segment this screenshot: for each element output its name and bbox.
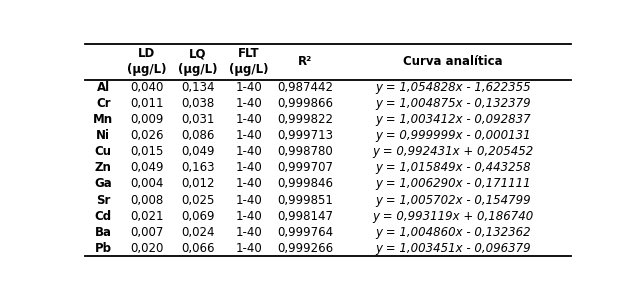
Text: R²: R² bbox=[298, 55, 312, 68]
Text: 1-40: 1-40 bbox=[236, 113, 262, 126]
Text: 0,999266: 0,999266 bbox=[277, 242, 333, 255]
Text: 1-40: 1-40 bbox=[236, 145, 262, 158]
Text: 0,999851: 0,999851 bbox=[277, 193, 333, 207]
Text: 0,011: 0,011 bbox=[130, 97, 164, 110]
Text: 1-40: 1-40 bbox=[236, 97, 262, 110]
Text: 0,066: 0,066 bbox=[181, 242, 215, 255]
Text: 0,015: 0,015 bbox=[131, 145, 164, 158]
Text: 0,007: 0,007 bbox=[131, 226, 164, 239]
Text: LQ
(μg/L): LQ (μg/L) bbox=[178, 47, 218, 76]
Text: 1-40: 1-40 bbox=[236, 209, 262, 223]
Text: 0,163: 0,163 bbox=[181, 161, 215, 174]
Text: 0,004: 0,004 bbox=[131, 178, 164, 190]
Text: 0,998147: 0,998147 bbox=[277, 209, 333, 223]
Text: 0,999822: 0,999822 bbox=[277, 113, 333, 126]
Text: y = 1,003451x - 0,096379: y = 1,003451x - 0,096379 bbox=[375, 242, 531, 255]
Text: y = 1,003412x - 0,092837: y = 1,003412x - 0,092837 bbox=[375, 113, 531, 126]
Text: 1-40: 1-40 bbox=[236, 178, 262, 190]
Text: 0,069: 0,069 bbox=[181, 209, 215, 223]
Text: 0,009: 0,009 bbox=[131, 113, 164, 126]
Text: 0,021: 0,021 bbox=[130, 209, 164, 223]
Text: Cu: Cu bbox=[95, 145, 112, 158]
Text: 0,049: 0,049 bbox=[130, 161, 164, 174]
Text: y = 1,004875x - 0,132379: y = 1,004875x - 0,132379 bbox=[375, 97, 531, 110]
Text: Pb: Pb bbox=[95, 242, 112, 255]
Text: 0,987442: 0,987442 bbox=[277, 81, 333, 94]
Text: Cd: Cd bbox=[95, 209, 112, 223]
Text: 0,026: 0,026 bbox=[130, 129, 164, 142]
Text: 0,999713: 0,999713 bbox=[277, 129, 333, 142]
Text: y = 1,005702x - 0,154799: y = 1,005702x - 0,154799 bbox=[375, 193, 531, 207]
Text: Ga: Ga bbox=[94, 178, 112, 190]
Text: 1-40: 1-40 bbox=[236, 226, 262, 239]
Text: 0,024: 0,024 bbox=[181, 226, 215, 239]
Text: 0,025: 0,025 bbox=[181, 193, 214, 207]
Text: 0,031: 0,031 bbox=[181, 113, 214, 126]
Text: Al: Al bbox=[97, 81, 109, 94]
Text: 1-40: 1-40 bbox=[236, 129, 262, 142]
Text: y = 1,015849x - 0,443258: y = 1,015849x - 0,443258 bbox=[375, 161, 531, 174]
Text: Cr: Cr bbox=[96, 97, 111, 110]
Text: 0,999866: 0,999866 bbox=[277, 97, 333, 110]
Text: y = 0,999999x - 0,000131: y = 0,999999x - 0,000131 bbox=[375, 129, 531, 142]
Text: 0,086: 0,086 bbox=[181, 129, 214, 142]
Text: Curva analítica: Curva analítica bbox=[403, 55, 503, 68]
Text: 0,999846: 0,999846 bbox=[277, 178, 333, 190]
Text: 1-40: 1-40 bbox=[236, 161, 262, 174]
Text: Ba: Ba bbox=[95, 226, 112, 239]
Text: y = 0,992431x + 0,205452: y = 0,992431x + 0,205452 bbox=[372, 145, 534, 158]
Text: y = 1,004860x - 0,132362: y = 1,004860x - 0,132362 bbox=[375, 226, 531, 239]
Text: 0,049: 0,049 bbox=[181, 145, 215, 158]
Text: 0,999764: 0,999764 bbox=[277, 226, 333, 239]
Text: 0,998780: 0,998780 bbox=[277, 145, 333, 158]
Text: LD
(μg/L): LD (μg/L) bbox=[127, 47, 166, 76]
Text: FLT
(μg/L): FLT (μg/L) bbox=[229, 47, 269, 76]
Text: Ni: Ni bbox=[96, 129, 110, 142]
Text: y = 1,006290x - 0,171111: y = 1,006290x - 0,171111 bbox=[375, 178, 531, 190]
Text: 0,040: 0,040 bbox=[131, 81, 164, 94]
Text: Zn: Zn bbox=[95, 161, 111, 174]
Text: 0,134: 0,134 bbox=[181, 81, 215, 94]
Text: 0,012: 0,012 bbox=[181, 178, 215, 190]
Text: y = 1,054828x - 1,622355: y = 1,054828x - 1,622355 bbox=[375, 81, 531, 94]
Text: 1-40: 1-40 bbox=[236, 242, 262, 255]
Text: 1-40: 1-40 bbox=[236, 193, 262, 207]
Text: 0,020: 0,020 bbox=[131, 242, 164, 255]
Text: 1-40: 1-40 bbox=[236, 81, 262, 94]
Text: 0,008: 0,008 bbox=[131, 193, 164, 207]
Text: Mn: Mn bbox=[93, 113, 113, 126]
Text: y = 0,993119x + 0,186740: y = 0,993119x + 0,186740 bbox=[372, 209, 534, 223]
Text: Sr: Sr bbox=[96, 193, 110, 207]
Text: 0,999707: 0,999707 bbox=[277, 161, 333, 174]
Text: 0,038: 0,038 bbox=[181, 97, 214, 110]
